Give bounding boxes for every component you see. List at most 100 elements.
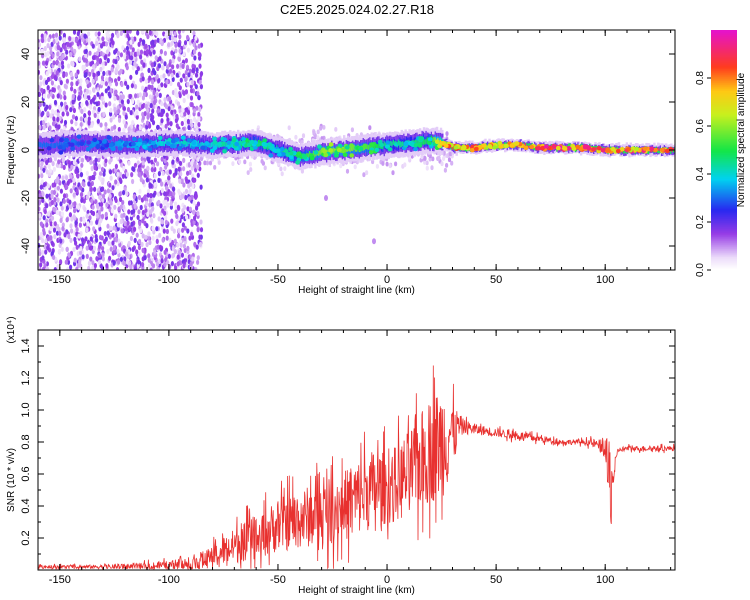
colorbar-segment [711,156,737,159]
chart-title: C2E5.2025.024.02.27.R18 [280,2,434,17]
colorbar-segment [711,132,737,135]
colorbar-segment [711,192,737,195]
colorbar-tick-label: 0.2 [695,215,706,229]
y-tick-label: 40 [20,48,32,60]
colorbar-segment [711,114,737,117]
x-tick-label: 50 [490,574,502,586]
snr-frame [37,329,676,571]
spectrogram-panel: -150 -100 -50 0 50 100 -40 -20 0 20 40 Height of st… [6,29,676,296]
colorbar-segment [711,264,737,267]
colorbar-segment [711,138,737,141]
colorbar-segment [711,204,737,207]
colorbar-segment [711,224,737,227]
colorbar-segment [711,190,737,193]
colorbar-segment [711,158,737,161]
x-axis-label: Height of straight line (km) [298,585,415,596]
colorbar-segment [711,250,737,253]
x-tick-label: 100 [596,274,614,286]
colorbar-segment [711,106,737,109]
colorbar-segment [711,116,737,119]
colorbar-segment [711,126,737,129]
spectrogram-field [38,30,675,270]
colorbar-segment [711,164,737,167]
colorbar-segment [711,78,737,81]
y-axis-label: SNR (10 * v/v) [6,448,17,512]
y-tick-label: 0 [20,147,32,153]
colorbar-segment [711,202,737,205]
colorbar-segment [711,128,737,131]
y-tick-label: 0.8 [20,434,32,449]
x-tick-label: -100 [158,574,180,586]
colorbar-segment [711,238,737,241]
colorbar-segment [711,46,737,49]
colorbar-segment [711,254,737,257]
colorbar-segment [711,146,737,149]
y-tick-label: 1.4 [20,338,32,353]
colorbar-segment [711,220,737,223]
y-tick-label: 0.6 [20,466,32,481]
colorbar-tick-label: 0.8 [695,71,706,85]
colorbar-segment [711,102,737,105]
colorbar-segment [711,134,737,137]
x-tick-label: 50 [490,274,502,286]
x-tick-label: 100 [596,574,614,586]
colorbar-segment [711,42,737,45]
colorbar-segment [711,34,737,37]
colorbar-segment [711,166,737,169]
colorbar-segment [711,86,737,89]
colorbar-segment [711,72,737,75]
colorbar-segment [711,154,737,157]
colorbar-segment [711,94,737,97]
colorbar-segment [711,54,737,57]
colorbar-segment [711,150,737,153]
colorbar-segment [711,118,737,121]
colorbar-segment [711,268,737,271]
colorbar-segment [711,194,737,197]
x-tick-label: -150 [49,574,71,586]
colorbar-segment [711,256,737,259]
colorbar-label: Normalized spectral amplitude [736,72,747,207]
colorbar-segment [711,130,737,133]
colorbar-segment [711,208,737,211]
colorbar-segment [711,84,737,87]
colorbar-segment [711,248,737,251]
colorbar-segment [711,198,737,201]
colorbar-segment [711,76,737,79]
snr-panel: -150 -100 -50 0 50 100 0.2 0.4 0.6 0.8 1.0 1.2 1.4 He… [6,316,676,596]
colorbar-segment [711,136,737,139]
colorbar-segment [711,178,737,181]
colorbar-segment [711,52,737,55]
x-axis-label: Height of straight line (km) [298,285,415,296]
colorbar-segment [711,44,737,47]
colorbar-segment [711,70,737,73]
colorbar-segment [711,96,737,99]
colorbar-segment [711,234,737,237]
colorbar-segment [711,144,737,147]
colorbar-segment [711,196,737,199]
colorbar-segment [711,226,737,229]
colorbar-segment [711,38,737,41]
colorbar-segment [711,188,737,191]
y-tick-label: 20 [20,96,32,108]
colorbar-segment [711,110,737,113]
colorbar-segment [711,108,737,111]
colorbar-segment [711,40,737,43]
colorbar-tick-label: 0.4 [695,167,706,181]
colorbar-segment [711,200,737,203]
colorbar-segment [711,170,737,173]
colorbar-segment [711,206,737,209]
colorbar-segment [711,216,737,219]
y-axis-label: Frequency (Hz) [6,116,17,185]
colorbar-segment [711,68,737,71]
colorbar-segment [711,62,737,65]
colorbar-segment [711,180,737,183]
colorbar-segment [711,142,737,145]
x-tick-label: -100 [158,274,180,286]
colorbar-segment [711,184,737,187]
colorbar-segment [711,104,737,107]
y-tick-label: 0.2 [20,530,32,545]
colorbar-segment [711,246,737,249]
colorbar-segment [711,266,737,269]
colorbar-segment [711,236,737,239]
